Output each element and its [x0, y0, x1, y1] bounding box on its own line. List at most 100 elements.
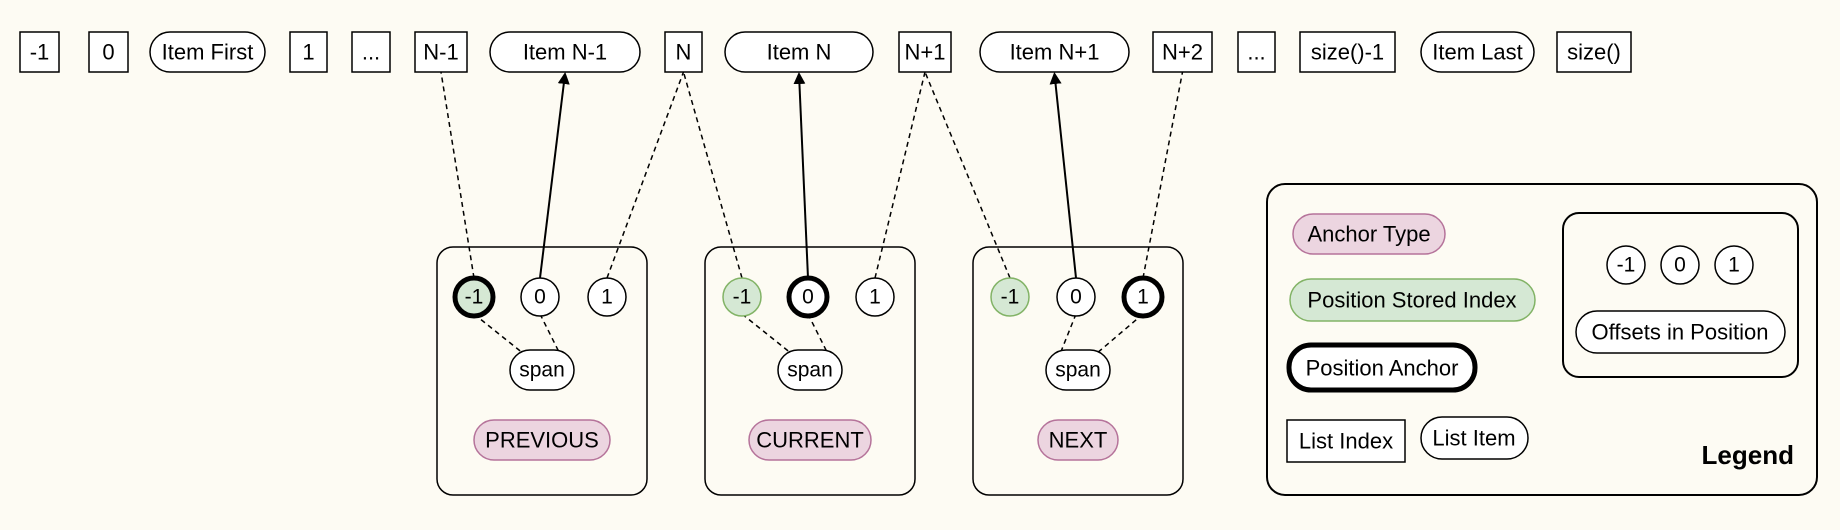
span-label: span [787, 359, 833, 382]
list-index [88, 31, 129, 73]
index-link [924, 71, 1011, 279]
position-panel-next: -1 0 1 span NEXT [972, 246, 1184, 496]
offset [722, 277, 762, 317]
item-arrow [1049, 72, 1077, 279]
position-frame [704, 246, 916, 496]
span-label: span [1055, 359, 1101, 382]
list-index-label: N [676, 40, 692, 65]
span-label: span [519, 359, 565, 382]
position-panel-previous: -1 0 1 span PREVIOUS [436, 246, 648, 496]
list-index-label: N+1 [905, 40, 946, 65]
span-link [807, 313, 829, 355]
legend-offset-label: 0 [1674, 254, 1686, 277]
index-link [606, 71, 685, 279]
list-item-label: Item Last [1432, 40, 1522, 65]
legend-offset-label: 1 [1728, 254, 1740, 277]
anchor-type-pill [1037, 419, 1119, 461]
list-index-label: size()-1 [1311, 40, 1384, 65]
list-index-label: N+2 [1162, 40, 1203, 65]
legend-offsets-label: Offsets in Position [1592, 320, 1769, 345]
legend-position-anchor-label: Position Anchor [1306, 356, 1459, 381]
legend-list-item-swatch [1420, 416, 1529, 460]
list-index-label: -1 [30, 40, 50, 65]
span-link [473, 313, 525, 355]
position-panels: -1 0 1 span PREVIOUS -1 0 1 span CURRENT -1 0 1 span N… [436, 246, 1184, 496]
span-link [1095, 313, 1144, 355]
item-arrow [539, 72, 570, 279]
offset-label: 0 [534, 286, 546, 309]
list-item [489, 31, 641, 73]
legend-frame [1266, 183, 1818, 496]
list-index-label: N-1 [423, 40, 458, 65]
position-panel-current: -1 0 1 span CURRENT [704, 246, 916, 496]
legend-stored-index-label: Position Stored Index [1307, 288, 1516, 313]
legend-offset-label: -1 [1617, 254, 1636, 277]
anchor-type-label: CURRENT [756, 428, 864, 453]
anchor-type-pill [473, 419, 611, 461]
offset [990, 277, 1030, 317]
anchor-type-pill [748, 419, 872, 461]
offset [1056, 277, 1096, 317]
list-item [1420, 31, 1535, 73]
position-frame [436, 246, 648, 496]
item-arrow [793, 72, 809, 279]
span-link [1059, 313, 1077, 355]
list-index [351, 31, 391, 73]
connectors [440, 71, 1184, 279]
list-item-label: Item N+1 [1010, 40, 1100, 65]
anchor-offset [786, 275, 830, 319]
legend-offset [1606, 245, 1646, 285]
offset-label: 1 [869, 286, 881, 309]
legend-offset [1714, 245, 1754, 285]
anchor-offset [1121, 275, 1165, 319]
legend-offsets-frame [1562, 212, 1799, 378]
span-pill [777, 349, 843, 391]
list-index-label: 0 [102, 40, 114, 65]
span-link [539, 313, 561, 355]
anchor-type-label: PREVIOUS [485, 428, 599, 453]
legend-position-anchor-swatch [1286, 342, 1478, 393]
legend-list-index-swatch [1286, 419, 1406, 463]
list-item-label: Item N [767, 40, 832, 65]
list-index-label: 1 [302, 40, 314, 65]
offset-label: 0 [1070, 286, 1082, 309]
list-index-label: ... [362, 40, 380, 65]
offset-label: -1 [1001, 286, 1020, 309]
list-item-label: Item First [162, 40, 254, 65]
offset-label: -1 [465, 286, 484, 309]
legend-anchor-type-label: Anchor Type [1307, 222, 1430, 247]
offset-label: 0 [802, 286, 814, 309]
legend-list-index-label: List Index [1299, 429, 1393, 454]
index-link [440, 71, 475, 279]
list-index [1237, 31, 1276, 73]
position-frame [972, 246, 1184, 496]
legend-title: Legend [1702, 440, 1794, 470]
list-item-label: Item N-1 [523, 40, 607, 65]
legend-offset [1660, 245, 1700, 285]
list-index [1299, 31, 1396, 73]
legend-list-item-label: List Item [1432, 426, 1515, 451]
list-index [898, 31, 952, 73]
anchor-type-label: NEXT [1049, 428, 1108, 453]
span-link [741, 313, 793, 355]
list-index-label: size() [1567, 40, 1621, 65]
legend-offsets-swatch [1575, 310, 1786, 354]
offset [520, 277, 560, 317]
offset-label: -1 [733, 286, 752, 309]
list-index [1556, 31, 1632, 73]
span-pill [509, 349, 575, 391]
legend-stored-index-swatch [1289, 278, 1536, 322]
offset [855, 277, 895, 317]
list-index [664, 31, 703, 73]
legend-anchor-type-swatch [1292, 213, 1446, 255]
list-index [1152, 31, 1213, 73]
list-index [289, 31, 328, 73]
list-item [149, 31, 266, 73]
offset [587, 277, 627, 317]
list-row: -1 0 Item First 1... N-1 Item N-1 N Item N N+1 It… [19, 31, 1632, 73]
anchor-offset [452, 275, 496, 319]
legend-offsets: -1 0 1 [1606, 245, 1754, 285]
list-index [19, 31, 60, 73]
legend-panel: Anchor Type Position Stored Index Positi… [1266, 183, 1818, 496]
